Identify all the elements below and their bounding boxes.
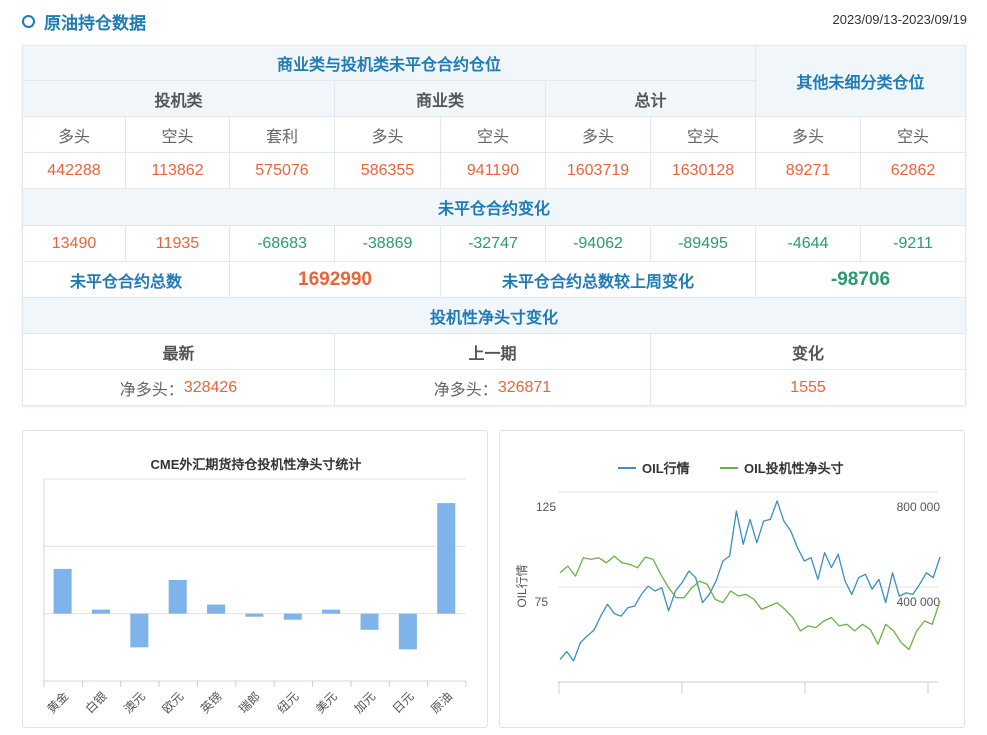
x-tick-label: 英镑 [197, 689, 225, 717]
bar [53, 568, 72, 614]
net-long-value: 326871 [497, 378, 552, 396]
y-right-tick: 800 000 [897, 500, 941, 514]
x-tick-label: 加元 [351, 689, 378, 716]
change-cell: -9211 [861, 226, 966, 262]
column-header: 多头 [546, 117, 651, 153]
x-tick-label: 白银 [82, 689, 110, 717]
circle-icon [22, 15, 35, 28]
bar [360, 613, 379, 630]
column-header: 多头 [23, 117, 126, 153]
column-header: 空头 [651, 117, 756, 153]
legend-net-label: OIL投机性净头寸 [744, 461, 844, 476]
change-cell: -89495 [651, 226, 756, 262]
x-tick-label: 纽元 [275, 689, 302, 716]
y-left-tick: 125 [536, 500, 556, 514]
oi-total-label: 未平仓合约总数 [23, 262, 230, 298]
bar-chart-panel: CME外汇期货持仓投机性净头寸统计黄金 白银 澳元 欧元 英镑 瑞郎 纽元 美元 加元 日元 原油 [22, 430, 488, 728]
change-cell: 11935 [126, 226, 230, 262]
y-left-tick: 75 [535, 595, 549, 609]
net-position-line [559, 555, 941, 651]
oil-price-line [559, 500, 941, 662]
oi-change-value: -98706 [756, 262, 966, 298]
line-chart: 125 75 800 000 400 000 OIL行情 OIL行情 OIL投机性净头寸 [515, 461, 941, 694]
position-cell: 1603719 [546, 153, 651, 189]
position-cell: 941190 [441, 153, 546, 189]
x-tick-label: 瑞郎 [236, 689, 263, 716]
y-right-tick: 400 000 [897, 595, 941, 609]
y-axis-label: OIL行情 [515, 564, 529, 607]
net-long-label: 净多头： [433, 381, 498, 399]
bar [437, 503, 456, 614]
change-cell: -68683 [230, 226, 335, 262]
x-tick-label: 黄金 [44, 689, 72, 717]
page-title: 原油持仓数据 [22, 9, 146, 34]
bar [207, 604, 226, 614]
change-cell: -4644 [756, 226, 861, 262]
x-tick-label: 美元 [313, 689, 340, 716]
bar [168, 580, 187, 614]
x-tick-label: 日元 [390, 689, 417, 716]
net-col-latest: 最新 [23, 334, 335, 370]
position-cell: 442288 [23, 153, 126, 189]
chart-title: CME外汇期货持仓投机性净头寸统计 [151, 457, 362, 472]
bar [130, 613, 149, 648]
bar [322, 609, 341, 614]
other-header: 其他未细分类仓位 [756, 46, 966, 117]
positions-table: 商业类与投机类未平仓合约仓位 其他未细分类仓位 投机类 商业类 总计 多头 442288 13… [22, 45, 966, 406]
change-header: 未平仓合约变化 [23, 189, 966, 226]
column-header: 空头 [126, 117, 230, 153]
legend-oil-label: OIL行情 [642, 461, 690, 476]
net-change-cell: 1555 [651, 370, 966, 406]
position-cell: 113862 [126, 153, 230, 189]
net-long-label: 净多头： [119, 381, 184, 399]
date-range: 2023/09/13-2023/09/19 [832, 12, 967, 27]
x-tick-label: 原油 [428, 689, 455, 716]
bar [283, 613, 302, 620]
total-header: 总计 [546, 81, 756, 117]
bar [91, 609, 110, 614]
change-cell: 13490 [23, 226, 126, 262]
x-tick-label: 澳元 [121, 689, 148, 716]
net-latest-cell: 净多头： 328426 [23, 370, 335, 406]
net-col-change: 变化 [651, 334, 966, 370]
bar [245, 613, 264, 617]
position-cell: 89271 [756, 153, 861, 189]
net-long-value: 328426 [183, 378, 238, 396]
net-header: 投机性净头寸变化 [23, 298, 966, 334]
position-cell: 1630128 [651, 153, 756, 189]
comm-header: 商业类 [335, 81, 546, 117]
change-cell: -94062 [546, 226, 651, 262]
spec-header: 投机类 [23, 81, 335, 117]
column-header: 多头 [756, 117, 861, 153]
column-header: 多头 [335, 117, 441, 153]
column-header: 空头 [861, 117, 966, 153]
position-cell: 575076 [230, 153, 335, 189]
net-prev-cell: 净多头： 326871 [335, 370, 651, 406]
x-tick-label: 欧元 [160, 689, 187, 716]
net-col-prev: 上一期 [335, 334, 651, 370]
column-header: 套利 [230, 117, 335, 153]
group-header: 商业类与投机类未平仓合约仓位 [23, 46, 756, 81]
oi-total-value: 1692990 [230, 262, 441, 298]
position-cell: 586355 [335, 153, 441, 189]
oi-change-label: 未平仓合约总数较上周变化 [441, 262, 756, 298]
line-chart-panel: 125 75 800 000 400 000 OIL行情 OIL行情 OIL投机性净头寸 [499, 430, 965, 728]
change-cell: -38869 [335, 226, 441, 262]
change-cell: -32747 [441, 226, 546, 262]
position-cell: 62862 [861, 153, 966, 189]
bar [398, 613, 417, 650]
column-header: 空头 [441, 117, 546, 153]
